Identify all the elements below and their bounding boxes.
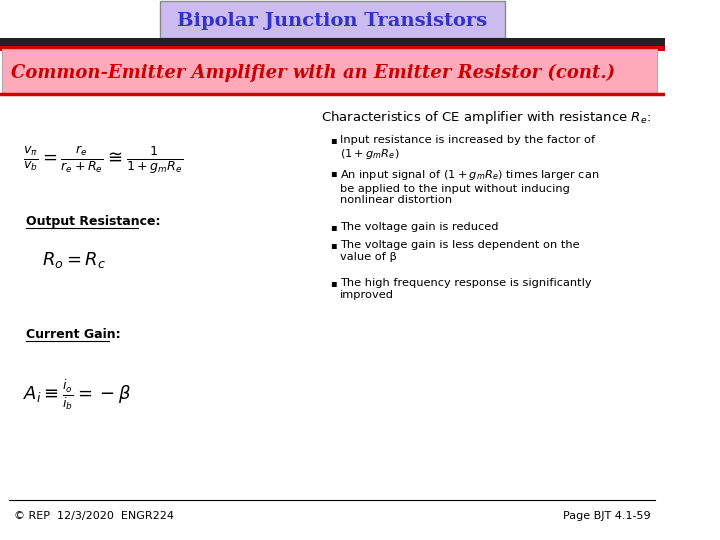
FancyBboxPatch shape xyxy=(160,1,505,38)
Text: Input resistance is increased by the factor of
$(1+g_mR_e)$: Input resistance is increased by the fac… xyxy=(340,135,595,161)
Text: ▪: ▪ xyxy=(330,278,337,288)
Text: Page BJT 4.1-59: Page BJT 4.1-59 xyxy=(563,511,651,521)
Text: Output Resistance:: Output Resistance: xyxy=(26,215,161,228)
Text: Characteristics of CE amplifier with resistance $R_e$:: Characteristics of CE amplifier with res… xyxy=(321,109,651,125)
Bar xyxy=(0,46,665,51)
Text: An input signal of $(1+g_mR_e)$ times larger can
be applied to the input without: An input signal of $(1+g_mR_e)$ times la… xyxy=(340,168,599,205)
Text: ▪: ▪ xyxy=(330,240,337,250)
Text: $A_i \equiv \frac{i_o}{i_b} = -\beta$: $A_i \equiv \frac{i_o}{i_b} = -\beta$ xyxy=(23,378,131,412)
Text: ▪: ▪ xyxy=(330,222,337,232)
Text: $R_o = R_c$: $R_o = R_c$ xyxy=(42,250,106,270)
Text: Current Gain:: Current Gain: xyxy=(26,328,120,341)
Text: © REP  12/3/2020  ENGR224: © REP 12/3/2020 ENGR224 xyxy=(14,511,174,521)
FancyBboxPatch shape xyxy=(2,49,657,93)
Text: The high frequency response is significantly
improved: The high frequency response is significa… xyxy=(340,278,591,300)
Text: The voltage gain is less dependent on the
value of β: The voltage gain is less dependent on th… xyxy=(340,240,580,261)
Text: ▪: ▪ xyxy=(330,135,337,145)
Text: $\frac{v_\pi}{v_b} = \frac{r_e}{r_e + R_e} \cong \frac{1}{1 + g_m R_e}$: $\frac{v_\pi}{v_b} = \frac{r_e}{r_e + R_… xyxy=(23,144,183,176)
Text: Bipolar Junction Transistors: Bipolar Junction Transistors xyxy=(177,12,487,30)
Text: Common-Emitter Amplifier with an Emitter Resistor (cont.): Common-Emitter Amplifier with an Emitter… xyxy=(11,64,615,82)
Text: ▪: ▪ xyxy=(330,168,337,178)
Bar xyxy=(0,38,665,46)
Text: The voltage gain is reduced: The voltage gain is reduced xyxy=(340,222,498,232)
